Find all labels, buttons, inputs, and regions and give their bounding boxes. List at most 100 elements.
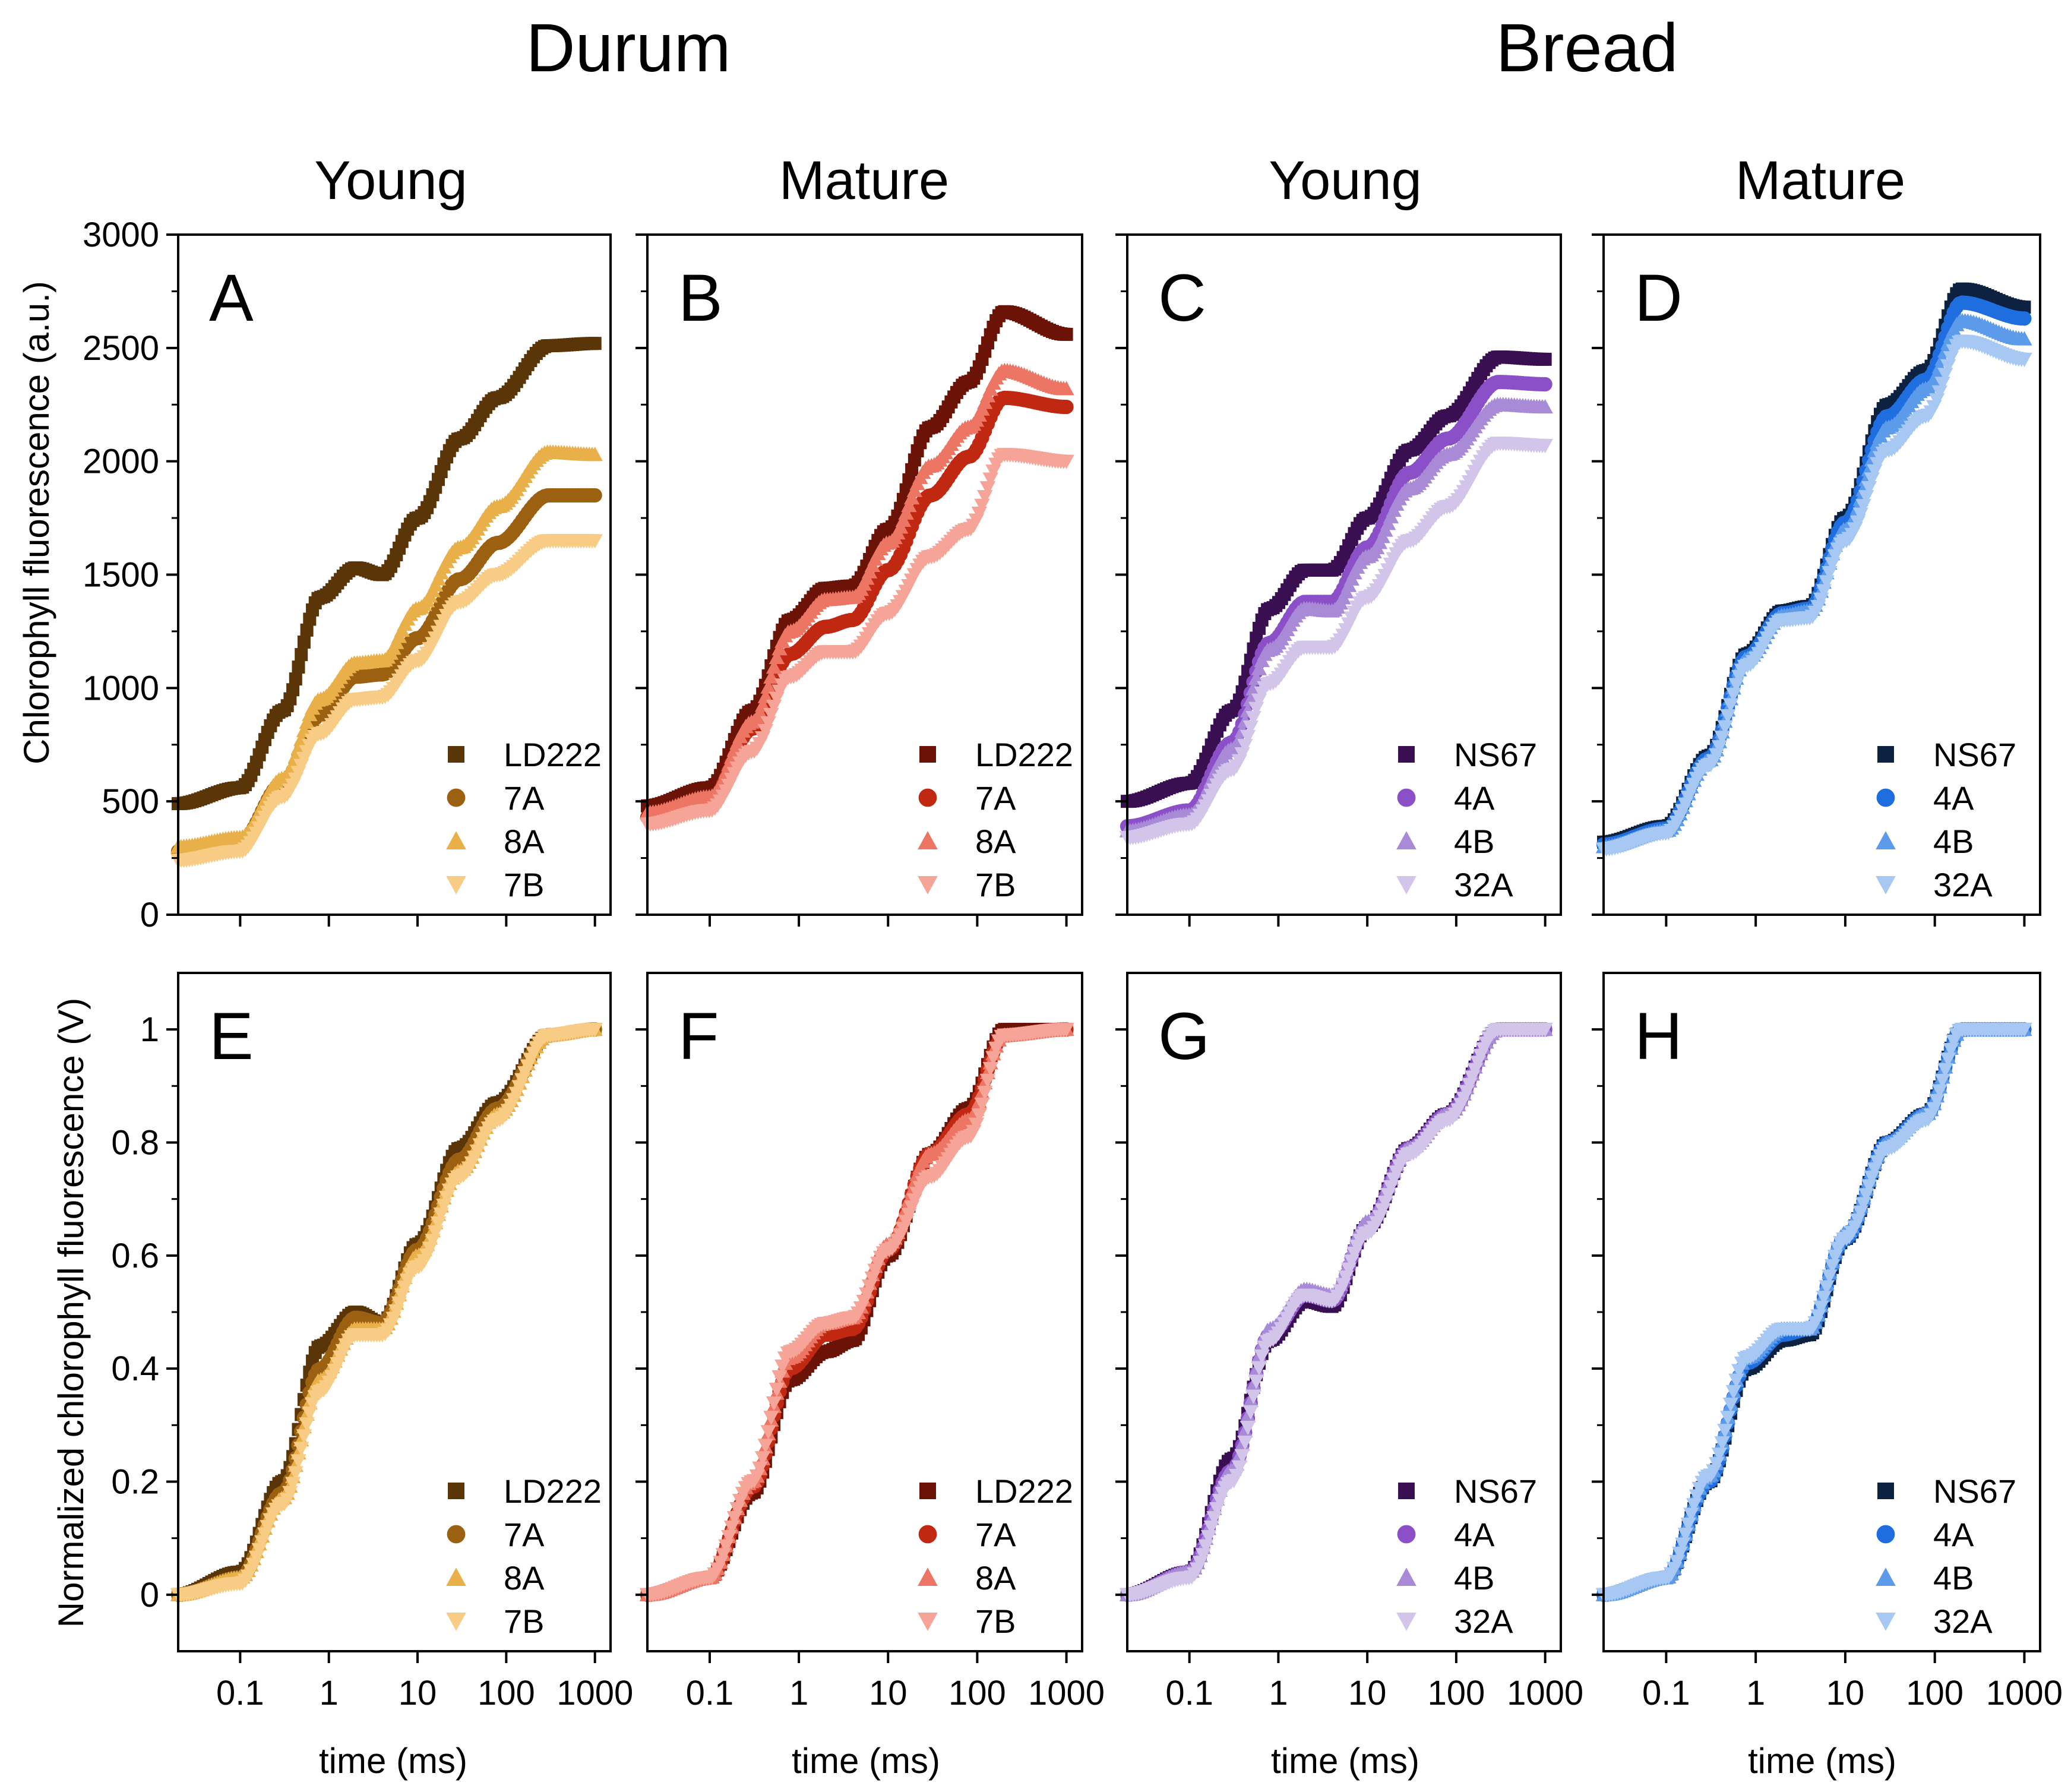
data-point [2017,311,2032,326]
data-point [293,1442,309,1456]
data-point [284,1477,301,1491]
legend-marker-4b [1876,831,1896,849]
legend-marker-4a [1876,788,1895,807]
data-point [289,672,302,686]
data-point [1537,438,1553,454]
stage-title-durum-mature: Mature [779,150,949,211]
legend-marker-ld222 [919,746,936,763]
data-point [1855,499,1871,514]
data-point [977,490,993,505]
data-point [430,1216,447,1231]
legend-label-4b: 4B [1454,823,1495,860]
series-b-7b [639,448,1074,832]
legend-marker-ns67 [1877,746,1894,763]
legend-label-ns67: NS67 [1454,1472,1537,1510]
stage-title-bread-mature: Mature [1735,150,1905,211]
data-point [300,623,314,637]
legend-label-4b: 4B [1933,823,1974,860]
data-point [1819,575,1835,590]
series-c-32a [1119,437,1553,846]
data-point [1720,709,1736,724]
data-point [1722,698,1739,713]
y-tick-label: 0.4 [111,1349,159,1388]
data-point [1251,660,1267,675]
legend-label-7a: 7A [975,1516,1016,1553]
panel-c: C NS67 4A 4B 32A [1115,233,1562,927]
data-point [898,505,914,520]
data-point [1237,739,1253,754]
legend-label-7a: 7A [504,779,545,817]
legend-label-ns67: NS67 [1454,736,1537,773]
x-axis-label-f: time (ms) [792,1741,940,1781]
species-title-bread: Bread [1496,10,1678,86]
legend-marker-7b [918,1613,938,1631]
panel-letter-g: G [1158,999,1210,1073]
x-tick-label: 1000 [1507,1674,1583,1712]
y-tick-label: 2000 [83,443,159,481]
y-tick-label: 1500 [83,556,159,595]
legend-marker-7a [447,788,466,807]
legend-marker-4b [1396,1567,1416,1586]
series-g-ns67 [1121,1023,1552,1601]
panel-letter-b: B [678,261,723,335]
legend-marker-7a [447,1525,466,1544]
data-point [901,497,917,513]
data-point [302,1406,318,1421]
legend-marker-7b [918,876,938,895]
x-tick-label: 0.1 [686,1674,734,1712]
data-point [772,641,788,656]
legend-label-ns67: NS67 [1933,736,2016,773]
legend-marker-32a [1396,876,1416,895]
legend-marker-ld222 [448,746,464,763]
data-point [1059,399,1074,415]
legend-label-32a: 32A [1454,866,1513,903]
x-tick-label: 100 [478,1674,535,1712]
series-b-ld222 [641,305,1073,813]
data-point [1822,565,1838,581]
x-tick-label: 10 [399,1674,437,1712]
y-tick-label: 1000 [83,669,159,707]
panel-letter-d: D [1634,261,1683,335]
data-point [1060,327,1073,341]
panel-letter-f: F [678,999,719,1073]
data-point [1058,381,1074,396]
data-point [587,534,603,549]
legend-label-ld222: LD222 [975,736,1073,773]
y-tick-label: 0.2 [111,1463,159,1502]
panel-letter-c: C [1158,261,1206,335]
x-tick-label: 1000 [557,1674,633,1712]
legend-label-ld222: LD222 [504,1472,602,1510]
x-tick-label: 10 [1348,1674,1387,1712]
legend-label-4b: 4B [1454,1559,1495,1597]
y-tick-label: 0 [140,1576,159,1614]
data-point [297,636,311,649]
x-tick-label: 1 [1269,1674,1288,1712]
data-point [428,1225,444,1240]
data-point [757,688,774,703]
species-title-durum: Durum [526,10,731,86]
y-tick-label: 0 [140,896,159,934]
legend-label-8a: 8A [975,823,1016,860]
legend-label-4a: 4A [1454,779,1495,817]
data-point [1714,731,1730,745]
legend-label-32a: 32A [1933,866,1993,903]
legend-marker-7b [446,1613,466,1631]
y-axis-label-bottom: Normalized chlorophyll fluorescence (V) [51,998,91,1627]
panel-letter-e: E [209,999,254,1073]
data-point [1538,352,1552,366]
data-point [1934,377,1950,391]
data-point [286,683,300,697]
x-axis-label-g: time (ms) [1271,1741,1419,1781]
data-point [587,488,602,503]
legend-label-7a: 7A [504,1516,545,1553]
series-d-32a [1595,334,2032,857]
plot-frame [1126,972,1562,1652]
data-point [1816,584,1832,599]
data-point [752,704,768,719]
legend-marker-8a [918,1567,938,1586]
legend-label-32a: 32A [1454,1603,1513,1640]
y-tick-label: 1 [140,1010,159,1049]
